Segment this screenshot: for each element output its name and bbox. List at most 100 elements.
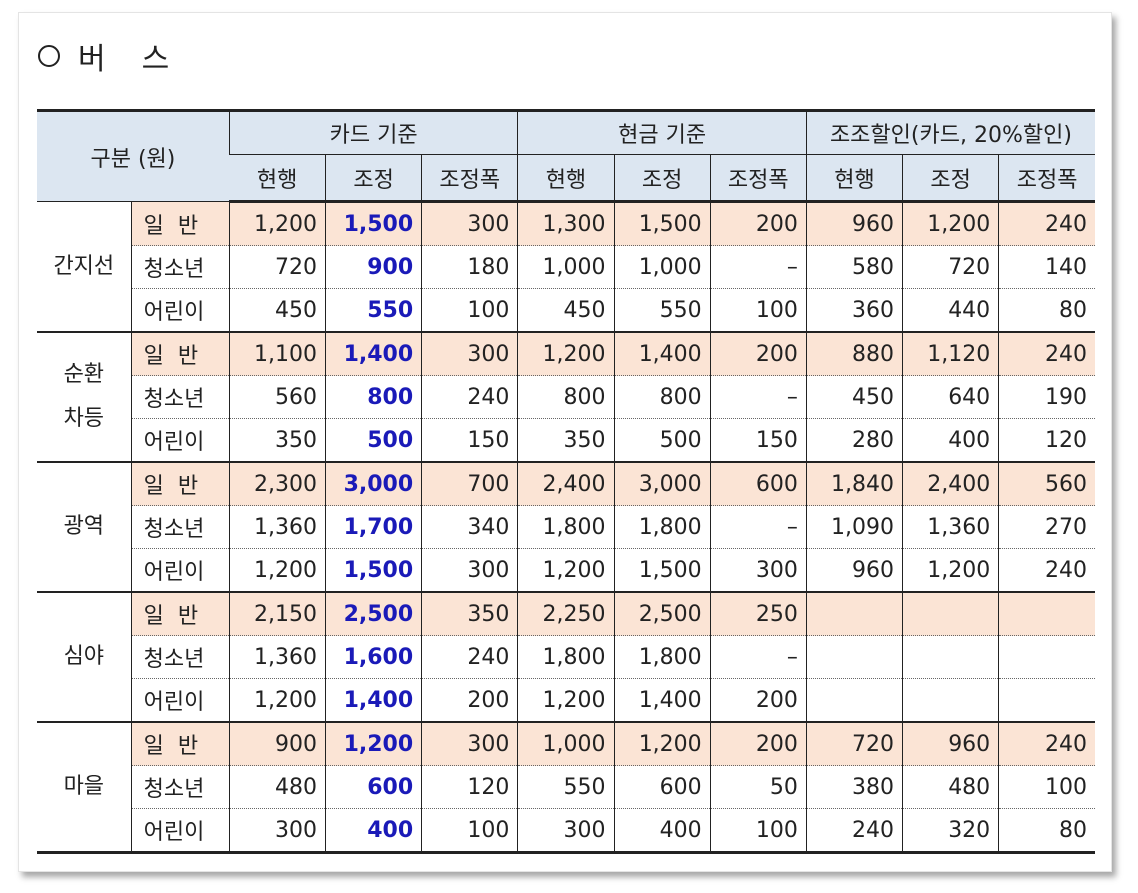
table-cell: 240 — [421, 635, 518, 679]
row-label: 일 반 — [130, 462, 230, 506]
circle-bullet-icon — [38, 45, 60, 67]
table-cell: 1,000 — [517, 245, 615, 289]
table-cell: 1,800 — [613, 635, 711, 679]
section-label: 광역 — [37, 462, 132, 593]
table-cell — [998, 678, 1095, 723]
table-cell: 1,800 — [613, 505, 711, 549]
table-cell: 200 — [709, 201, 807, 246]
header-category: 구분 (원) — [37, 109, 230, 202]
table-cell: 580 — [805, 245, 903, 289]
table-cell: 2,150 — [228, 592, 326, 636]
table-cell: 1,200 — [517, 332, 615, 376]
table-cell: 800 — [613, 375, 711, 419]
table-cell: 1,200 — [228, 201, 326, 246]
table-row: 어린이 300 400 100 300 400 100 240 320 80 — [37, 808, 1095, 854]
table-row: 청소년 560 800 240 800 800–450 640 190 — [37, 375, 1095, 419]
table-cell: 180 — [421, 245, 518, 289]
table-cell: 450 — [517, 288, 615, 333]
row-label: 청소년 — [130, 505, 230, 549]
section-label: 심야 — [37, 592, 132, 723]
table-cell: 80 — [998, 288, 1095, 333]
table-cell: 240 — [998, 722, 1095, 766]
table-cell — [805, 678, 903, 723]
row-label: 일 반 — [130, 201, 230, 246]
table-cell: 2,500 — [613, 592, 711, 636]
table-cell: 480 — [228, 765, 326, 809]
table-cell: 240 — [805, 808, 903, 854]
table-cell: 550 — [517, 765, 615, 809]
table-cell: 340 — [421, 505, 518, 549]
table-cell: 360 — [805, 288, 903, 333]
table-cell: 1,800 — [517, 635, 615, 679]
fare-table: 구분 (원) 카드 기준 현금 기준 조조할인(카드, 20%할인) 현행 조정… — [37, 109, 1095, 854]
table-row: 순환 차등 일 반 1,100 1,400 300 1,200 1,400 200 880 1,12… — [37, 332, 1095, 463]
table-cell: 350 — [517, 418, 615, 463]
table-cell: 550 — [613, 288, 711, 333]
table-cell: 1,100 — [228, 332, 326, 376]
table-cell: 500 — [613, 418, 711, 463]
table-cell: 300 — [709, 548, 807, 593]
table-cell: 100 — [709, 808, 807, 854]
header-group-early: 조조할인(카드, 20%할인) — [805, 109, 1095, 155]
header-group-card: 카드 기준 — [228, 109, 518, 155]
table-cell: 200 — [709, 332, 807, 376]
row-label: 청소년 — [130, 245, 230, 289]
table-row: 청소년 1,360 1,700 340 1,800 1,800–1,090 1,360 270 — [37, 505, 1095, 549]
table-cell: 1,200 — [613, 722, 711, 766]
table-cell — [805, 592, 903, 636]
section-label: 순환 차등 — [37, 332, 132, 463]
row-label: 청소년 — [130, 375, 230, 419]
header-sub: 현행 — [229, 154, 326, 203]
table-cell: 300 — [421, 548, 518, 593]
header-group-cash: 현금 기준 — [517, 109, 807, 155]
table-cell: 350 — [228, 418, 326, 463]
table-cell: 480 — [902, 765, 999, 809]
table-cell: 1,200 — [324, 722, 422, 766]
table-cell: 1,500 — [613, 548, 711, 593]
table-row: 어린이 1,200 1,500 300 1,200 1,500 300 960 1,200 240 — [37, 548, 1095, 593]
table-cell: 80 — [998, 808, 1095, 854]
table-cell: 200 — [421, 678, 518, 723]
table-cell: 800 — [324, 375, 422, 419]
table-cell: 150 — [421, 418, 518, 463]
section-label: 간지선 — [37, 201, 132, 333]
table-cell: 960 — [805, 201, 903, 246]
table-cell: 720 — [805, 722, 903, 766]
table-cell: 400 — [902, 418, 999, 463]
table-row: 광역 일 반 2,300 3,000 700 2,400 3,000 600 1,840 2,40… — [37, 462, 1095, 593]
table-cell: 2,400 — [517, 462, 615, 506]
row-label: 일 반 — [130, 592, 230, 636]
fare-table-body: 간지선 일 반 1,200 1,500 300 1,300 1,500 200 960 1,200… — [37, 201, 1095, 854]
table-cell: 1,200 — [902, 548, 999, 593]
table-cell: 2,250 — [517, 592, 615, 636]
header-sub: 조정 — [902, 154, 999, 203]
table-cell: 1,000 — [517, 722, 615, 766]
table-cell: 720 — [228, 245, 326, 289]
table-cell: 1,500 — [324, 548, 422, 593]
table-cell: 1,120 — [902, 332, 999, 376]
table-cell: 880 — [805, 332, 903, 376]
section-label: 마을 — [37, 722, 132, 854]
table-cell: 50 — [709, 765, 807, 809]
row-label: 어린이 — [130, 288, 230, 333]
table-cell: 1,200 — [517, 678, 615, 723]
table-cell: 120 — [998, 418, 1095, 463]
table-cell: 1,200 — [228, 548, 326, 593]
table-row: 어린이 1,200 1,400 200 1,200 1,400 200 — [37, 678, 1095, 723]
table-cell: 240 — [998, 332, 1095, 376]
table-cell: 550 — [324, 288, 422, 333]
table-cell: 600 — [324, 765, 422, 809]
header-sub: 조정폭 — [709, 154, 807, 203]
header-sub: 조정폭 — [998, 154, 1095, 203]
table-cell — [902, 678, 999, 723]
row-label: 청소년 — [130, 635, 230, 679]
table-cell — [902, 635, 999, 679]
table-cell: 960 — [805, 548, 903, 593]
table-cell: 3,000 — [613, 462, 711, 506]
table-cell: 700 — [421, 462, 518, 506]
row-label: 어린이 — [130, 418, 230, 463]
table-cell: 3,000 — [324, 462, 422, 506]
table-cell: 270 — [998, 505, 1095, 549]
table-cell: 400 — [613, 808, 711, 854]
table-cell: 120 — [421, 765, 518, 809]
